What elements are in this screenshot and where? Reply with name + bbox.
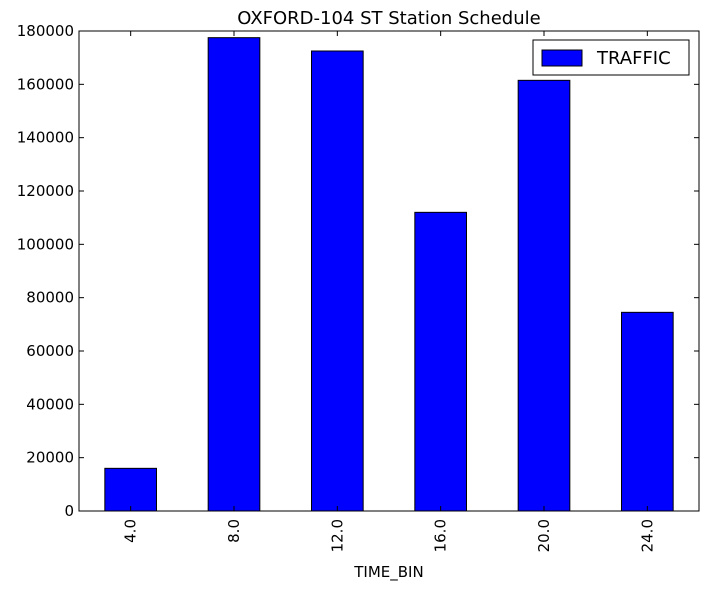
y-tick-label: 140000 (17, 129, 74, 147)
x-tick-label: 8.0 (225, 519, 243, 543)
y-tick-label: 80000 (26, 289, 74, 307)
x-tick-label: 20.0 (535, 519, 553, 552)
y-tick-label: 0 (64, 502, 74, 520)
y-tick-label: 40000 (26, 395, 74, 413)
y-tick-label: 160000 (17, 75, 74, 93)
bar-4.0 (104, 467, 158, 512)
legend: TRAFFIC (532, 39, 690, 76)
plot-frame (78, 30, 700, 512)
bar-16.0 (414, 211, 468, 512)
x-tick-label: 24.0 (638, 519, 656, 552)
legend-label-traffic: TRAFFIC (596, 48, 671, 69)
y-tick-label: 120000 (17, 182, 74, 200)
chart-title: OXFORD-104 ST Station Schedule (237, 8, 540, 29)
x-tick-label: 12.0 (328, 519, 346, 552)
y-tick-label: 60000 (26, 342, 74, 360)
bar-12.0 (311, 50, 364, 512)
bar-20.0 (517, 79, 571, 512)
legend-swatch (541, 49, 583, 67)
y-tick-label: 180000 (17, 22, 74, 40)
bar-24.0 (621, 311, 674, 512)
x-tick-label: 16.0 (432, 519, 450, 552)
y-tick-label: 20000 (26, 449, 74, 467)
x-tick-label: 4.0 (122, 519, 140, 543)
bars-layer (104, 37, 674, 512)
y-tick-label: 100000 (17, 235, 74, 253)
x-axis-label: TIME_BIN (353, 563, 423, 582)
ticks-layer: 4.0 8.0 12.0 16.0 20.0 24.0 0 20000 40000 60000 80… (17, 22, 699, 552)
bar-8.0 (207, 37, 261, 512)
